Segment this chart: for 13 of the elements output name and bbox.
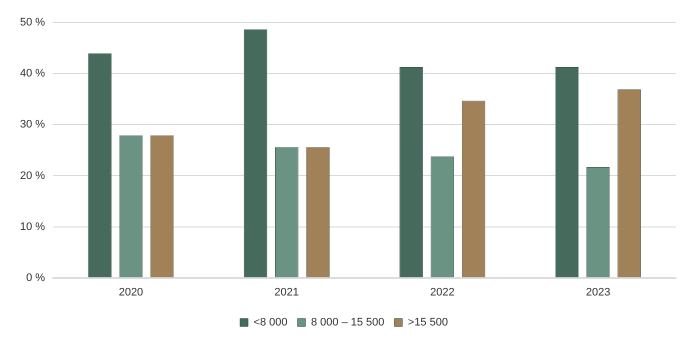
legend-label: 8 000 – 15 500 bbox=[310, 316, 384, 329]
y-tick-label: 50 % bbox=[20, 16, 46, 29]
y-tick-label: 20 % bbox=[20, 170, 46, 182]
legend-label: <8 000 bbox=[254, 316, 288, 329]
x-tick-label: 2021 bbox=[274, 286, 299, 298]
x-tick-label: 2023 bbox=[586, 286, 610, 298]
x-tick-label: 2020 bbox=[118, 286, 144, 298]
y-tick-label: 10 % bbox=[20, 220, 46, 233]
x-tick-label: 2022 bbox=[430, 286, 455, 298]
y-tick-label: 0 % bbox=[26, 272, 46, 284]
legend-label: >15 500 bbox=[408, 316, 448, 329]
y-tick-label: 30 % bbox=[20, 118, 46, 131]
y-tick-label: 40 % bbox=[20, 68, 46, 80]
